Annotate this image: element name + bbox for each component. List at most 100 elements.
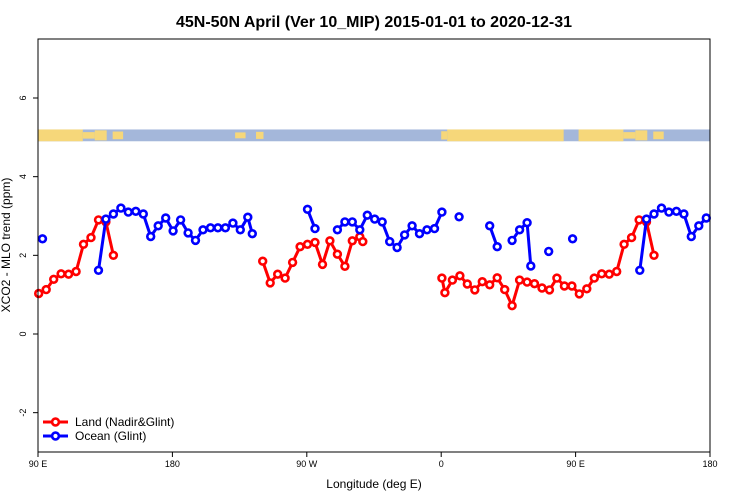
data-point (161, 213, 171, 223)
data-point (447, 275, 458, 285)
land-strip (623, 132, 636, 139)
data-point (422, 225, 432, 235)
y-tick-label: 0 (18, 331, 28, 336)
data-point (399, 230, 410, 240)
chart-title: 45N-50N April (Ver 10_MIP) 2015-01-01 to… (176, 14, 572, 31)
data-point (295, 242, 305, 252)
data-point (370, 214, 380, 224)
series-line (38, 218, 115, 295)
data-point (492, 242, 502, 252)
data-point (544, 285, 555, 295)
data-point (582, 284, 592, 294)
data-point (470, 285, 480, 295)
land-strip (235, 132, 246, 139)
data-point (604, 269, 614, 279)
y-tick-label: 4 (18, 174, 28, 179)
data-point (377, 217, 387, 227)
data-point (198, 225, 208, 235)
x-tick-label: 90 E (566, 459, 585, 469)
data-point (183, 228, 193, 238)
data-point (37, 234, 48, 244)
data-point (358, 236, 368, 247)
series-land (33, 215, 659, 311)
y-axis-label: XCO2 - MLO trend (ppm) (0, 178, 13, 313)
data-point (462, 279, 472, 289)
data-point (440, 288, 450, 298)
data-point (86, 232, 96, 243)
data-point (56, 269, 66, 279)
data-point (656, 203, 667, 213)
data-point (123, 207, 134, 217)
x-tick-label: 180 (702, 459, 717, 469)
data-point (492, 273, 502, 283)
data-point (302, 239, 313, 250)
data-point (332, 249, 343, 259)
data-point (71, 266, 81, 277)
data-point (168, 226, 178, 236)
data-point (101, 214, 111, 224)
data-point (514, 225, 525, 235)
data-point (247, 229, 258, 239)
data-point (634, 215, 644, 225)
data-point (500, 284, 510, 295)
data-point (332, 225, 343, 235)
data-point (485, 280, 495, 290)
data-point (78, 239, 89, 250)
data-point (48, 274, 59, 284)
series-ocean (37, 203, 711, 275)
data-point (414, 229, 425, 239)
data-point (589, 273, 599, 283)
data-point (190, 235, 201, 246)
data-point (41, 284, 51, 295)
data-point (529, 279, 540, 289)
data-point (664, 207, 674, 217)
data-point (63, 269, 74, 279)
ocean-strip (38, 129, 710, 142)
data-point (138, 209, 149, 219)
legend-marker (50, 431, 61, 441)
y-tick-label: -2 (18, 409, 28, 417)
data-point (514, 275, 525, 285)
data-point (93, 265, 104, 275)
data-point (310, 223, 320, 234)
data-point (407, 221, 417, 231)
data-point (694, 221, 704, 231)
data-point (649, 209, 659, 219)
data-point (671, 206, 682, 217)
x-axis: 90 E 180 90 W 0 90 E 180 (29, 452, 718, 469)
land-strip (441, 131, 448, 140)
data-point (228, 218, 238, 228)
land-strip (82, 132, 95, 139)
data-point (437, 207, 447, 217)
data-point (205, 223, 216, 233)
series-line (97, 206, 254, 271)
data-point (537, 283, 547, 293)
data-point (235, 225, 246, 235)
data-point (429, 223, 440, 234)
data-point (522, 218, 532, 228)
data-point (507, 235, 517, 246)
data-point (220, 223, 231, 233)
data-point (679, 209, 689, 219)
x-axis-label: Longitude (deg E) (326, 477, 421, 491)
data-point (596, 269, 607, 279)
land-strip (635, 130, 648, 141)
data-point (213, 223, 223, 233)
data-point (574, 289, 584, 299)
data-point (146, 231, 156, 242)
data-point (437, 273, 447, 283)
data-point (310, 237, 320, 248)
data-point (265, 278, 275, 288)
x-tick-label: 90 E (29, 459, 48, 469)
data-point (455, 271, 465, 281)
data-point (641, 214, 652, 224)
data-point (243, 212, 253, 222)
data-point (454, 212, 464, 222)
data-point (649, 250, 659, 261)
data-point (273, 269, 283, 279)
data-point (153, 221, 163, 231)
data-point (280, 273, 290, 283)
land-strip (578, 129, 624, 142)
data-point (619, 239, 629, 250)
